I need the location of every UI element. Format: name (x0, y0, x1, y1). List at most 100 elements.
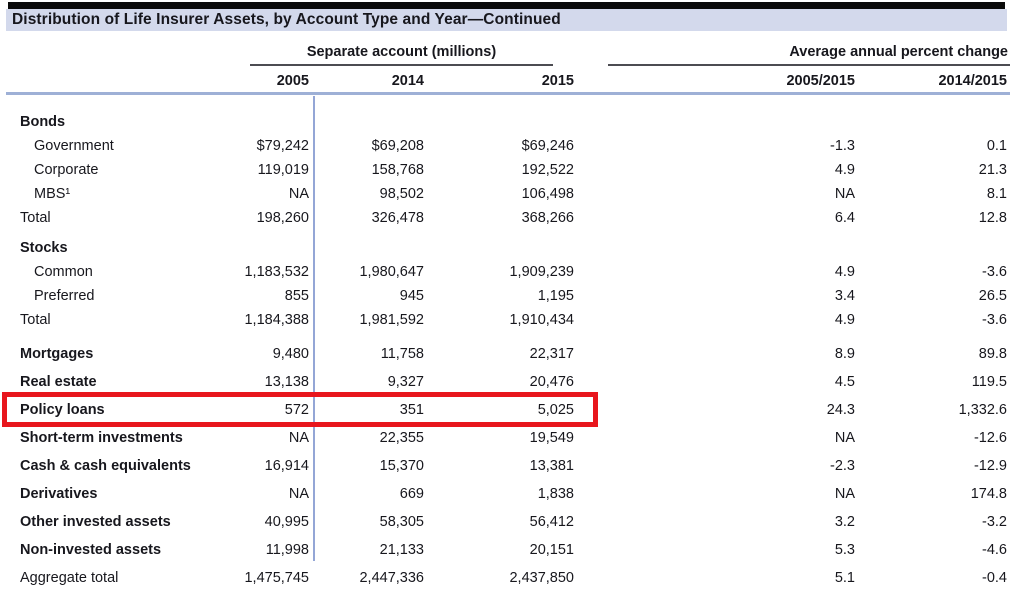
row-label: Total (20, 210, 51, 226)
separate-account-rule (250, 64, 553, 66)
row-label: Short-term investments (20, 430, 183, 446)
row-label: Bonds (20, 114, 66, 130)
cell-2005: 16,914 (264, 458, 309, 474)
cell-2014: 21,133 (379, 542, 424, 558)
column-header-2005-2015: 2005/2015 (786, 73, 855, 89)
cell-2005: 855 (284, 288, 309, 304)
row-label: Mortgages (20, 346, 94, 362)
cell-2014-2015: 119.5 (971, 374, 1007, 390)
table-row: Total 1,184,388 1,981,592 1,910,434 4.9 … (0, 308, 1019, 332)
cell-2005-2015: NA (834, 486, 855, 502)
cell-2015: 368,266 (521, 210, 574, 226)
row-label: Common (34, 264, 93, 280)
cell-2005-2015: -1.3 (830, 138, 855, 154)
row-label: MBS¹ (34, 186, 71, 202)
table-row: Short-term investments NA 22,355 19,549 … (0, 424, 1019, 452)
cell-2015: 192,522 (521, 162, 574, 178)
cell-2015: 5,025 (537, 402, 574, 418)
cell-2014-2015: -3.6 (982, 264, 1007, 280)
cell-2015: 19,549 (529, 430, 574, 446)
cell-2015: 22,317 (529, 346, 574, 362)
row-label: Total (20, 312, 51, 328)
cell-2015: 20,476 (529, 374, 574, 390)
table-row: MBS¹ NA 98,502 106,498 NA 8.1 (0, 182, 1019, 206)
cell-2014: 945 (399, 288, 424, 304)
column-header-2014-2015: 2014/2015 (938, 73, 1007, 89)
cell-2005-2015: 5.1 (834, 570, 855, 586)
cell-2015: 2,437,850 (509, 570, 574, 586)
cell-2014-2015: 1,332.6 (958, 402, 1007, 418)
cell-2014: 326,478 (371, 210, 424, 226)
cell-2014: 1,981,592 (359, 312, 424, 328)
table-row: Mortgages 9,480 11,758 22,317 8.9 89.8 (0, 340, 1019, 368)
cell-2014: 2,447,336 (359, 570, 424, 586)
cell-2014: 351 (399, 402, 424, 418)
cell-2005-2015: 3.2 (834, 514, 855, 530)
cell-2015: 20,151 (529, 542, 574, 558)
table-row: Government $79,242 $69,208 $69,246 -1.3 … (0, 134, 1019, 158)
cell-2014-2015: -4.6 (982, 542, 1007, 558)
cell-2005-2015: NA (834, 186, 855, 202)
cell-2015: 1,195 (537, 288, 574, 304)
cell-2014: 58,305 (379, 514, 424, 530)
title-bar: Distribution of Life Insurer Assets, by … (6, 9, 1007, 31)
cell-2014-2015: 26.5 (978, 288, 1007, 304)
cell-2014-2015: 174.8 (970, 486, 1007, 502)
cell-2014-2015: -12.9 (973, 458, 1007, 474)
cell-2005: NA (288, 186, 309, 202)
column-header-2015: 2015 (541, 73, 574, 89)
cell-2005-2015: 4.5 (834, 374, 855, 390)
header-divider-rule (6, 92, 1010, 95)
cell-2014: 22,355 (379, 430, 424, 446)
cell-2005-2015: -2.3 (830, 458, 855, 474)
column-header-row: 2005 2014 2015 2005/2015 2014/2015 (0, 71, 1019, 92)
cell-2005: 1,183,532 (244, 264, 309, 280)
cell-2014: 1,980,647 (359, 264, 424, 280)
row-label: Aggregate total (20, 570, 119, 586)
cell-2014-2015: 0.1 (986, 138, 1007, 154)
cell-2015: 56,412 (529, 514, 574, 530)
table-body: Bonds Government $79,242 $69,208 $69,246… (0, 110, 1019, 592)
cell-2015: 1,838 (537, 486, 574, 502)
cell-2005: NA (288, 430, 309, 446)
cell-2005: 13,138 (264, 374, 309, 390)
cell-2014: 9,327 (387, 374, 424, 390)
cell-2005-2015: NA (834, 430, 855, 446)
cell-2015: 106,498 (521, 186, 574, 202)
cell-2005: 572 (284, 402, 309, 418)
cell-2014-2015: 21.3 (978, 162, 1007, 178)
row-label: Government (34, 138, 114, 154)
column-header-2005: 2005 (276, 73, 309, 89)
table-row: Cash & cash equivalents 16,914 15,370 13… (0, 452, 1019, 480)
cell-2014-2015: -12.6 (973, 430, 1007, 446)
row-label: Derivatives (20, 486, 98, 502)
cell-2015: $69,246 (521, 138, 574, 154)
cell-2005: 198,260 (256, 210, 309, 226)
cell-2005: 1,475,745 (244, 570, 309, 586)
cell-2005-2015: 24.3 (826, 402, 855, 418)
cell-2005-2015: 4.9 (834, 162, 855, 178)
cell-2015: 1,909,239 (509, 264, 574, 280)
cell-2005: 9,480 (272, 346, 309, 362)
row-label: Non-invested assets (20, 542, 162, 558)
table-row: Preferred 855 945 1,195 3.4 26.5 (0, 284, 1019, 308)
table-row: Policy loans 572 351 5,025 24.3 1,332.6 (0, 392, 1019, 427)
cell-2005: 119,019 (257, 162, 309, 178)
row-label: Preferred (34, 288, 95, 304)
cell-2005-2015: 5.3 (834, 542, 855, 558)
column-divider-line (313, 96, 315, 561)
table-row: Total 198,260 326,478 368,266 6.4 12.8 (0, 206, 1019, 230)
table-row: Aggregate total 1,475,745 2,447,336 2,43… (0, 564, 1019, 592)
cell-2014-2015: -3.2 (982, 514, 1007, 530)
table-row: Corporate 119,019 158,768 192,522 4.9 21… (0, 158, 1019, 182)
cell-2014-2015: -0.4 (982, 570, 1007, 586)
cell-2015: 1,910,434 (509, 312, 574, 328)
cell-2014: 15,370 (379, 458, 424, 474)
table-row: Non-invested assets 11,998 21,133 20,151… (0, 536, 1019, 564)
row-label: Corporate (34, 162, 99, 178)
cell-2014-2015: -3.6 (982, 312, 1007, 328)
cell-2005-2015: 4.9 (834, 312, 855, 328)
cell-2014: 669 (399, 486, 424, 502)
cell-2005-2015: 3.4 (834, 288, 855, 304)
cell-2005-2015: 8.9 (834, 346, 855, 362)
